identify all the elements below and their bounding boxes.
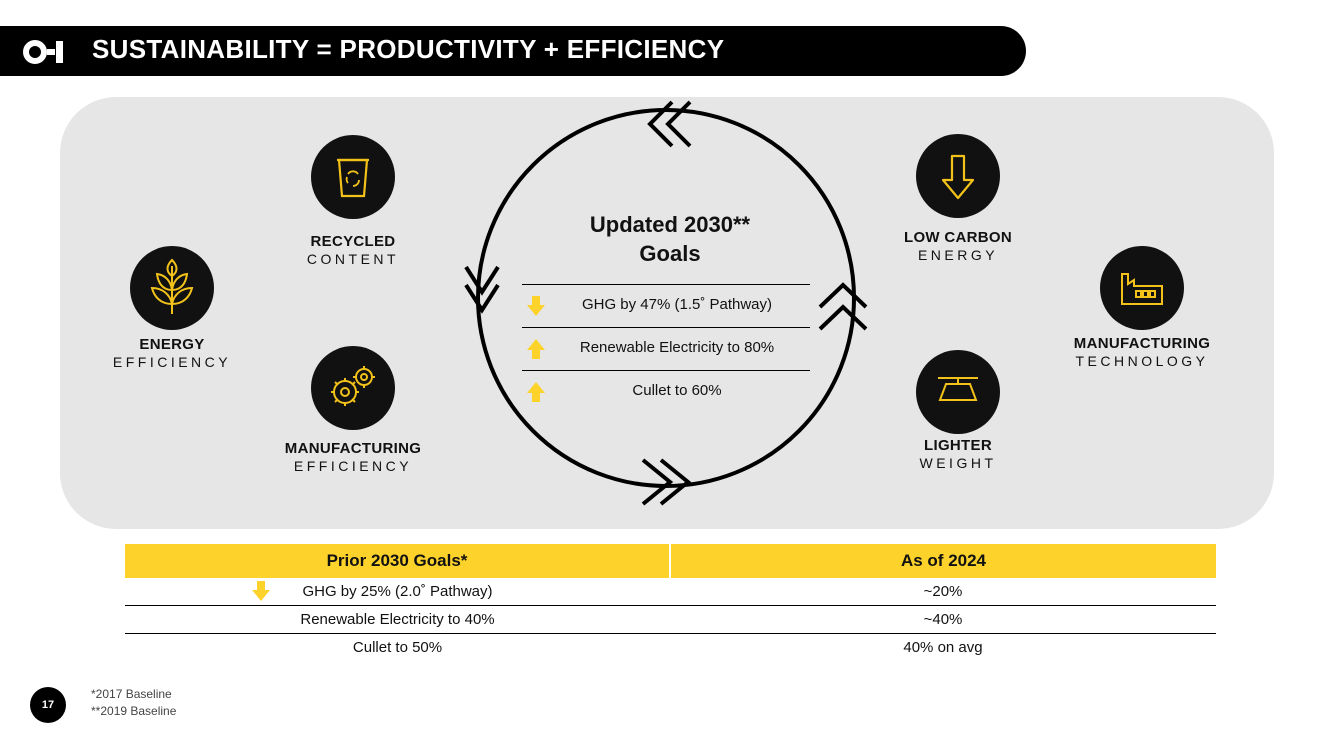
table-header-prior-goals: Prior 2030 Goals* <box>125 544 671 578</box>
energy-light: EFFICIENCY <box>112 354 232 370</box>
title-bar <box>0 26 1026 76</box>
mfg-eff-light: EFFICIENCY <box>293 458 413 474</box>
low-carbon-bold: LOW CARBON <box>904 229 1012 246</box>
down-arrow-icon <box>527 296 545 316</box>
lighter-bold: LIGHTER <box>924 437 992 454</box>
low-carbon-label: LOW CARBON ENERGY <box>888 229 1028 263</box>
updated-goal-text: GHG by 47% (1.5˚ Pathway) <box>581 296 773 313</box>
updated-goal-row: Cullet to 60% <box>522 370 810 413</box>
table-cell-goal: Renewable Electricity to 40% <box>125 605 670 634</box>
table-row: Cullet to 50% 40% on avg <box>125 634 1216 662</box>
up-arrow-icon <box>527 339 545 359</box>
footnote-2019: **2019 Baseline <box>91 704 177 718</box>
updated-goal-row: GHG by 47% (1.5˚ Pathway) <box>522 284 810 327</box>
lighter-weight-label: LIGHTER WEIGHT <box>888 437 1028 471</box>
energy-bold: ENERGY <box>139 336 205 353</box>
updated-goals-title-line2: Goals <box>639 241 701 266</box>
recycled-bold: RECYCLED <box>310 233 396 250</box>
recycled-content-label: RECYCLED CONTENT <box>283 233 423 267</box>
table-header-as-of: As of 2024 <box>670 544 1216 578</box>
scale-icon <box>916 350 1000 434</box>
prior-goals-table: Prior 2030 Goals* As of 2024 GHG by 25% … <box>125 544 1216 661</box>
goal-text: GHG by 25% (2.0˚ Pathway) <box>302 583 493 600</box>
table-cell-goal: GHG by 25% (2.0˚ Pathway) <box>125 578 670 606</box>
footnote-2017: *2017 Baseline <box>91 687 172 701</box>
gears-icon <box>311 346 395 430</box>
updated-goals-title: Updated 2030** Goals <box>540 210 800 268</box>
table-cell-status: ~40% <box>670 605 1216 634</box>
recycled-content-icon <box>311 135 395 219</box>
goals-panel <box>60 97 1274 529</box>
factory-icon <box>1100 246 1184 330</box>
mfg-tech-bold: MANUFACTURING <box>1073 335 1211 352</box>
down-arrow-icon <box>252 581 270 601</box>
updated-goal-text: Cullet to 60% <box>632 382 722 399</box>
company-logo <box>23 40 63 64</box>
recycled-light: CONTENT <box>306 251 400 267</box>
down-arrow-icon <box>916 134 1000 218</box>
table-cell-status: 40% on avg <box>903 639 983 656</box>
updated-goal-text: Renewable Electricity to 80% <box>579 339 775 356</box>
page-title: SUSTAINABILITY = PRODUCTIVITY + EFFICIEN… <box>92 34 725 64</box>
updated-goals-title-line1: Updated 2030** <box>589 212 751 237</box>
manufacturing-efficiency-label: MANUFACTURING EFFICIENCY <box>263 440 443 474</box>
table-cell-status: ~20% <box>670 578 1216 606</box>
lighter-light: WEIGHT <box>919 455 997 471</box>
table-header-row: Prior 2030 Goals* As of 2024 <box>125 544 1216 578</box>
table-cell-goal: Cullet to 50% <box>352 639 443 656</box>
page-number: 17 <box>30 687 66 723</box>
manufacturing-technology-label: MANUFACTURING TECHNOLOGY <box>1052 335 1232 369</box>
table-row: GHG by 25% (2.0˚ Pathway) ~20% <box>125 578 1216 606</box>
up-arrow-icon <box>527 382 545 402</box>
mfg-tech-light: TECHNOLOGY <box>1075 353 1209 369</box>
energy-efficiency-label: ENERGY EFFICIENCY <box>102 336 242 370</box>
updated-goal-row: Renewable Electricity to 80% <box>522 327 810 370</box>
mfg-eff-bold: MANUFACTURING <box>284 440 422 457</box>
plant-icon <box>130 246 214 330</box>
low-carbon-light: ENERGY <box>917 247 999 263</box>
table-row: Renewable Electricity to 40% ~40% <box>125 605 1216 634</box>
